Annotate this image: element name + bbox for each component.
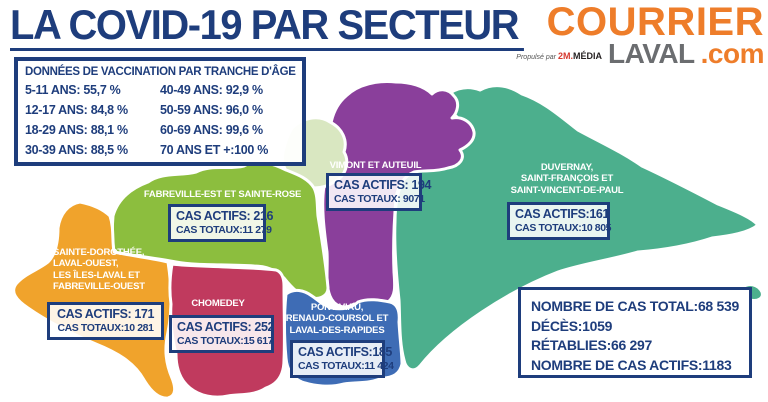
cas-actifs-value: 194 (411, 178, 432, 192)
cas-actifs-line: CAS ACTIFS:161 (515, 207, 609, 222)
page-title: LA COVID-19 PAR SECTEUR (10, 2, 524, 52)
deaths-line: DÉCÈS:1059 (531, 317, 739, 337)
case-box-duvernay: CAS ACTIFS:161 CAS TOTAUX:10 805 (507, 202, 612, 240)
case-box-sainte-dorothee: CAS ACTIFS: 171 CAS TOTAUX:10 281 (47, 302, 164, 340)
cas-totaux-line: CAS TOTAUX:15 617 (177, 335, 274, 348)
deaths-value: 1059 (582, 317, 613, 334)
cas-actifs-line: CAS ACTIFS: 171 (55, 307, 156, 322)
active-cases-value: 1183 (702, 356, 732, 373)
case-box-fabreville: CAS ACTIFS: 216 CAS TOTAUX:11 279 (168, 204, 273, 242)
cas-totaux-label: CAS TOTAUX: (334, 193, 401, 205)
cas-actifs-line: CAS ACTIFS: 216 (176, 209, 273, 224)
cas-actifs-value: 216 (253, 209, 274, 223)
tagline-2m: 2M. (557, 50, 573, 61)
case-box-pont-viau: CAS ACTIFS:185 CAS TOTAUX:11 424 (290, 340, 394, 378)
vaccination-title: DONNÉES DE VACCINATION PAR TRANCHE D'ÂGE (25, 66, 296, 78)
cas-actifs-line: CAS ACTIFS: 194 (334, 178, 431, 193)
cas-totaux-label: CAS TOTAUX: (298, 360, 365, 372)
cas-totaux-line: CAS TOTAUX:11 279 (176, 224, 272, 237)
vaccination-left-column: 5-11 ANS: 55,7 % 12-17 ANS: 84,8 % 18-29… (25, 80, 160, 160)
totals-box: NOMBRE DE CAS TOTAL:68 539 DÉCÈS:1059 RÉ… (518, 287, 752, 378)
active-cases-line: NOMBRE DE CAS ACTIFS:1183 (531, 356, 739, 376)
logo-laval-text: LAVAL (607, 38, 695, 69)
cas-actifs-value: 171 (134, 307, 155, 321)
logo-courrier-text: COURRIER (546, 0, 764, 44)
total-cases-value: 68 539 (697, 298, 739, 314)
cas-totaux-label: CAS TOTAUX: (515, 222, 582, 234)
courrier-laval-logo: COURRIER Propulsé par 2M.MÉDIA LAVAL .com (516, 0, 765, 69)
vaccination-entry: 60-69 ANS: 99,6 % (160, 123, 263, 137)
recovered-value: 66 297 (610, 337, 652, 353)
cas-actifs-line: CAS ACTIFS: 252 (177, 320, 274, 335)
vaccination-entry: 5-11 ANS: 55,7 % (25, 83, 121, 97)
cas-actifs-value: 252 (254, 320, 275, 334)
tagline-prefix: Propulsé par (516, 53, 556, 61)
cas-totaux-value: 11 279 (242, 224, 272, 236)
region-label-sainte-dorothee: SAINTE-DOROTHÉE, LAVAL-OUEST, LES ÎLES-L… (53, 247, 145, 293)
cas-actifs-value: 161 (589, 207, 609, 221)
cas-actifs-line: CAS ACTIFS:185 (298, 345, 392, 360)
logo-tagline: Propulsé par 2M.MÉDIA (516, 51, 602, 66)
active-cases-label: NOMBRE DE CAS ACTIFS: (531, 356, 703, 373)
total-cases-line: NOMBRE DE CAS TOTAL:68 539 (531, 297, 739, 317)
vaccination-entry: 70 ANS ET +:100 % (160, 143, 269, 157)
recovered-line: RÉTABLIES:66 297 (531, 336, 739, 356)
cas-actifs-label: CAS ACTIFS: (177, 320, 252, 334)
cas-actifs-value: 185 (372, 345, 392, 359)
cas-totaux-value: 10 805 (581, 222, 612, 234)
vaccination-grid: 5-11 ANS: 55,7 % 12-17 ANS: 84,8 % 18-29… (25, 80, 295, 160)
cas-actifs-label: CAS ACTIFS: (515, 207, 590, 221)
cas-actifs-label: CAS ACTIFS: (176, 209, 251, 223)
region-label-duvernay: DUVERNAY, SAINT-FRANÇOIS ET SAINT-VINCEN… (510, 162, 624, 196)
tagline-media: MÉDIA (572, 50, 602, 61)
cas-totaux-line: CAS TOTAUX: 9071 (334, 193, 425, 206)
region-shape-sainte-dorothee (12, 200, 177, 400)
case-box-chomedey: CAS ACTIFS: 252 CAS TOTAUX:15 617 (169, 315, 274, 353)
region-label-pont-viau: PONT-VIAU, RENAUD-COURSOL ET LAVAL-DES-R… (285, 302, 389, 336)
logo-second-row: Propulsé par 2M.MÉDIA LAVAL .com (516, 38, 765, 69)
cas-actifs-label: CAS ACTIFS: (334, 178, 409, 192)
cas-totaux-value: 10 281 (123, 322, 154, 334)
total-cases-label: NOMBRE DE CAS TOTAL: (531, 298, 698, 314)
vaccination-entry: 40-49 ANS: 92,9 % (160, 83, 263, 97)
vaccination-entry: 18-29 ANS: 88,1 % (25, 123, 128, 137)
vaccination-right-column: 40-49 ANS: 92,9 % 50-59 ANS: 96,0 % 60-6… (160, 80, 295, 160)
recovered-label: RÉTABLIES: (531, 337, 611, 353)
logo-com-text: .com (700, 38, 765, 69)
vaccination-entry: 30-39 ANS: 88,5 % (25, 143, 128, 157)
vaccination-entry: 50-59 ANS: 96,0 % (160, 103, 263, 117)
cas-totaux-label: CAS TOTAUX: (177, 335, 244, 347)
cas-actifs-label: CAS ACTIFS: (298, 345, 373, 359)
cas-totaux-line: CAS TOTAUX:10 805 (515, 222, 612, 235)
case-box-vimont: CAS ACTIFS: 194 CAS TOTAUX: 9071 (326, 173, 431, 211)
cas-totaux-label: CAS TOTAUX: (57, 322, 124, 334)
cas-totaux-line: CAS TOTAUX:10 281 (55, 322, 156, 335)
cas-totaux-value: 15 617 (243, 335, 274, 347)
cas-totaux-line: CAS TOTAUX:11 424 (298, 360, 394, 373)
region-label-fabreville: FABREVILLE-EST ET SAINTE-ROSE (143, 189, 302, 200)
cas-totaux-label: CAS TOTAUX: (176, 224, 243, 236)
region-label-vimont: VIMONT ET AUTEUIL (329, 160, 422, 171)
region-label-chomedey: CHOMEDEY (191, 298, 245, 309)
vaccination-data-box: DONNÉES DE VACCINATION PAR TRANCHE D'ÂGE… (14, 57, 306, 166)
cas-actifs-label: CAS ACTIFS: (56, 307, 132, 321)
cas-totaux-value: 9071 (402, 193, 425, 205)
deaths-label: DÉCÈS: (531, 317, 583, 334)
vaccination-entry: 12-17 ANS: 84,8 % (25, 103, 128, 117)
cas-totaux-value: 11 424 (364, 360, 394, 372)
